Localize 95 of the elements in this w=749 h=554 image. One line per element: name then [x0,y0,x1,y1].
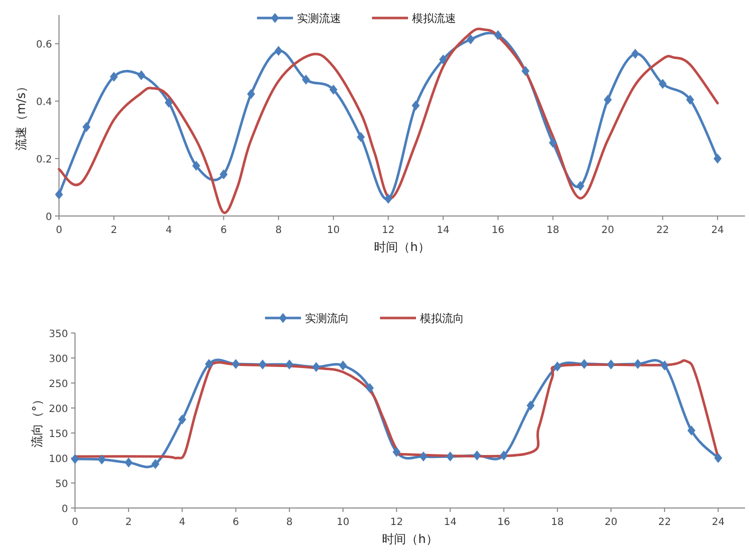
y-axis-title: 流速（m/s） [14,80,28,150]
x-tick-label: 16 [492,225,504,236]
point [164,98,173,108]
x-tick-label: 16 [497,517,510,528]
x-tick-label: 14 [436,225,450,236]
y-tick-label: 0.2 [36,154,52,166]
point [392,447,401,457]
x-tick-label: 22 [658,517,671,528]
x-tick-label: 0 [72,517,78,528]
point [285,360,294,370]
point [580,359,588,369]
point [137,70,146,80]
point [205,359,213,369]
x-tick-label: 10 [336,517,350,528]
point [329,84,338,95]
point [521,66,530,76]
x-tick-label: 12 [390,517,403,528]
x-tick-label: 6 [232,517,239,528]
x-tick-label: 8 [275,225,282,236]
x-tick-label: 14 [444,517,457,528]
y-axis-title: 流向（°） [30,394,44,448]
point [412,100,420,110]
point [494,30,502,40]
point [553,362,562,372]
x-tick-label: 20 [601,225,614,236]
point [473,450,481,460]
point [124,458,133,468]
x-tick-label: 24 [711,225,724,236]
point [312,362,320,372]
point [82,122,90,132]
point [71,454,79,464]
point [110,72,118,82]
x-tick-label: 24 [712,517,725,528]
point [439,54,448,65]
legend-label: 模拟流向 [420,312,464,325]
x-axis-title: 时间（h） [374,240,430,254]
y-tick-label: 300 [48,354,68,365]
x-axis-title: 时间（h） [382,532,438,546]
y-tick-label: 0.4 [36,97,52,108]
x-tick-label: 10 [327,225,340,236]
point [384,194,392,204]
y-tick-label: 0 [46,212,52,223]
point [548,138,557,148]
x-tick-label: 12 [382,225,395,236]
point [714,453,722,463]
point [366,383,374,393]
point [247,88,256,99]
y-tick-label: 350 [48,329,68,340]
point [658,78,667,89]
point [220,169,228,180]
x-tick-label: 8 [286,517,293,528]
y-tick-label: 0 [62,504,68,515]
point [526,400,535,410]
point [339,360,347,370]
legend-label: 实测流向 [305,312,349,325]
y-tick-label: 200 [48,404,68,415]
point [178,414,186,424]
x-tick-label: 18 [546,225,560,236]
point [98,454,106,464]
point [419,452,428,462]
x-tick-label: 4 [166,225,172,236]
x-tick-label: 2 [125,517,132,528]
point [631,48,640,59]
point [232,359,240,369]
point [446,452,454,462]
x-tick-label: 20 [604,517,618,528]
point [192,160,200,171]
legend-label: 模拟流速 [412,12,456,25]
y-tick-label: 150 [48,429,68,440]
point [500,450,508,460]
point [660,360,669,370]
y-tick-label: 50 [55,479,68,490]
point [604,94,612,105]
x-tick-label: 22 [656,225,670,236]
legend-label: 实测流速 [297,12,341,25]
y-tick-label: 0.6 [36,40,52,51]
point [274,46,283,56]
x-tick-label: 2 [110,225,118,236]
x-tick-label: 4 [179,517,186,528]
y-tick-label: 250 [48,379,68,390]
x-tick-label: 6 [220,225,227,236]
point [634,359,642,369]
point [686,94,694,105]
x-tick-label: 18 [551,517,564,528]
point [151,459,160,469]
y-tick-label: 100 [48,454,68,465]
point [687,426,696,436]
point [302,74,310,85]
point [576,180,584,191]
point [356,132,365,142]
point [258,360,267,370]
point [466,34,475,44]
point [607,360,615,370]
point [714,154,722,164]
point [55,189,63,200]
